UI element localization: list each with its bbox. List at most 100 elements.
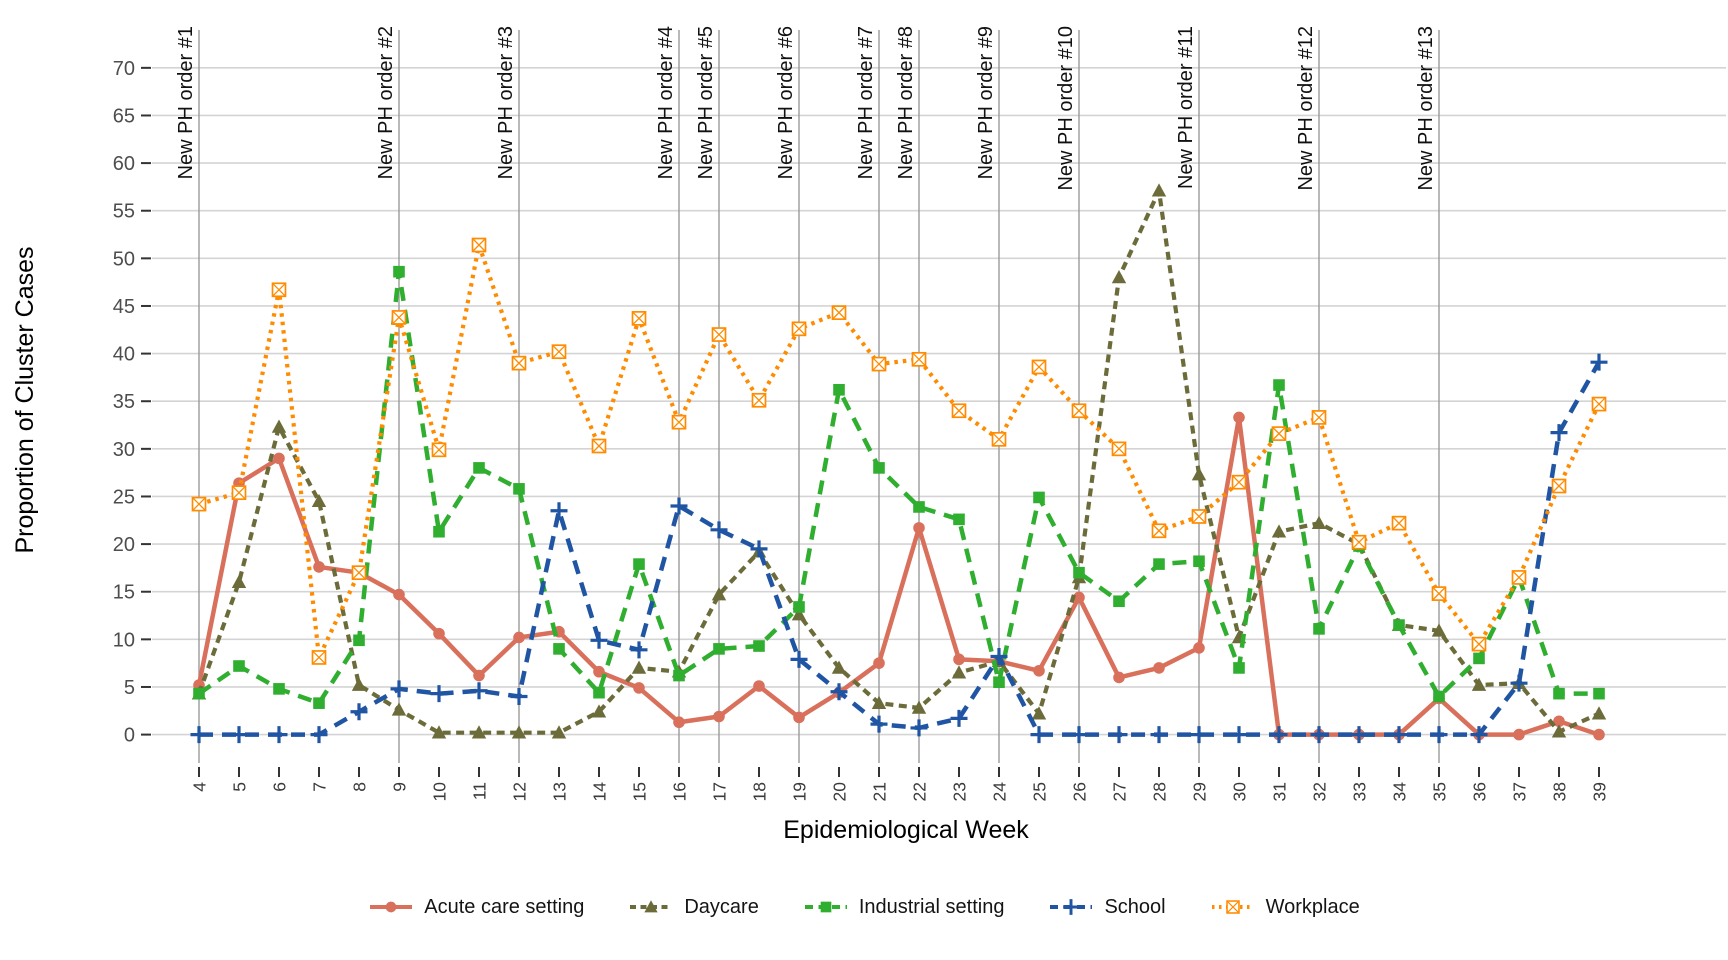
marker-acute-care-setting-w22 [913, 522, 925, 534]
marker-school-w32 [1310, 726, 1328, 744]
series-line-school [199, 361, 1601, 737]
marker-industrial-setting-w17 [713, 643, 725, 655]
x-tick-label-36: 36 [1470, 782, 1490, 801]
marker-acute-care-setting-w6 [273, 452, 285, 465]
y-tick-label-0: 0 [124, 725, 135, 747]
marker-school-w33 [1350, 726, 1368, 744]
legend-label-workplace: Workplace [1265, 895, 1360, 918]
marker-industrial-setting-w10 [433, 525, 445, 538]
legend-marker-acute-care-setting [385, 901, 397, 913]
marker-industrial-setting-w4 [193, 687, 205, 700]
marker-industrial-setting-w30 [1233, 662, 1245, 674]
marker-daycare-w32 [1311, 515, 1327, 529]
x-tick-label-37: 37 [1510, 782, 1530, 801]
x-tick-label-18: 18 [750, 782, 770, 801]
x-tick-label-29: 29 [1190, 782, 1210, 801]
marker-acute-care-setting-w37 [1513, 728, 1525, 741]
marker-acute-care-setting-w21 [873, 657, 885, 669]
marker-school-w31 [1270, 726, 1288, 744]
marker-school-w36 [1470, 726, 1488, 744]
marker-acute-care-setting-w28 [1153, 662, 1165, 674]
ph-order-label-7: New PH order #7 [855, 26, 877, 179]
y-tick-label-65: 65 [113, 105, 135, 127]
marker-school-w37 [1510, 674, 1528, 692]
marker-school-w7 [310, 726, 328, 744]
ph-order-label-11: New PH order #11 [1175, 26, 1197, 189]
marker-acute-care-setting-w19 [793, 711, 805, 724]
x-tick-label-15: 15 [630, 782, 650, 801]
marker-daycare-w36 [1471, 677, 1487, 691]
marker-workplace-w35 [1431, 586, 1447, 601]
y-tick-label-40: 40 [113, 344, 135, 366]
x-tick-label-38: 38 [1550, 782, 1570, 801]
marker-workplace-w14 [591, 438, 607, 454]
marker-acute-care-setting-w7 [313, 561, 325, 573]
marker-workplace-w10 [431, 442, 447, 458]
marker-daycare-w35 [1431, 623, 1447, 637]
marker-workplace-w6 [271, 282, 287, 298]
marker-industrial-setting-w24 [993, 676, 1005, 689]
marker-workplace-w33 [1351, 534, 1367, 550]
marker-daycare-w39 [1591, 706, 1607, 720]
ph-order-label-10: New PH order #10 [1055, 26, 1077, 191]
x-tick-label-30: 30 [1230, 782, 1250, 802]
marker-industrial-setting-w12 [513, 483, 525, 495]
marker-workplace-w38 [1551, 478, 1567, 494]
marker-acute-care-setting-w17 [713, 710, 725, 723]
marker-school-w26 [1070, 726, 1088, 744]
marker-daycare-w5 [231, 574, 247, 588]
marker-industrial-setting-w39 [1593, 687, 1605, 700]
x-tick-label-5: 5 [230, 782, 250, 792]
marker-industrial-setting-w26 [1073, 566, 1085, 579]
marker-industrial-setting-w31 [1273, 379, 1285, 391]
marker-school-w24 [990, 647, 1008, 665]
marker-school-w5 [230, 726, 248, 744]
marker-acute-care-setting-w23 [953, 653, 965, 666]
x-tick-label-22: 22 [910, 782, 930, 801]
ph-order-label-4: New PH order #4 [655, 26, 677, 179]
x-tick-label-31: 31 [1270, 782, 1290, 801]
marker-workplace-w12 [511, 355, 527, 371]
marker-workplace-w36 [1471, 636, 1487, 652]
x-tick-label-28: 28 [1150, 782, 1170, 801]
marker-workplace-w11 [471, 237, 487, 253]
marker-workplace-w21 [871, 356, 887, 372]
x-tick-label-23: 23 [950, 782, 970, 801]
y-tick-label-70: 70 [113, 58, 135, 80]
y-axis-title: Proportion of Cluster Cases [11, 246, 39, 553]
marker-acute-care-setting-w18 [753, 680, 765, 692]
marker-industrial-setting-w16 [673, 669, 685, 682]
marker-workplace-w13 [551, 344, 567, 360]
marker-industrial-setting-w14 [593, 686, 605, 699]
x-tick-label-32: 32 [1310, 782, 1330, 801]
x-axis-title: Epidemiological Week [783, 816, 1029, 844]
marker-daycare-w38 [1551, 724, 1567, 738]
legend-marker-industrial-setting [820, 901, 832, 913]
marker-workplace-w29 [1191, 509, 1207, 524]
marker-daycare-w23 [951, 665, 967, 679]
marker-industrial-setting-w15 [633, 558, 645, 570]
ph-order-label-6: New PH order #6 [775, 26, 797, 179]
legend-label-school: School [1104, 895, 1166, 918]
marker-school-w19 [790, 650, 808, 668]
marker-daycare-w7 [311, 493, 327, 508]
marker-industrial-setting-w18 [753, 640, 765, 652]
marker-workplace-w25 [1031, 359, 1047, 375]
marker-industrial-setting-w11 [473, 462, 485, 474]
marker-workplace-w30 [1231, 474, 1247, 490]
marker-workplace-w15 [631, 311, 647, 326]
x-tick-label-6: 6 [270, 782, 290, 792]
marker-workplace-w17 [711, 327, 727, 342]
marker-school-w27 [1110, 726, 1128, 744]
marker-school-w16 [670, 497, 688, 515]
marker-daycare-w17 [711, 587, 727, 601]
legend-marker-daycare [644, 900, 658, 913]
marker-daycare-w21 [871, 695, 887, 709]
series-school [190, 353, 1608, 744]
ph-order-label-3: New PH order #3 [495, 26, 517, 179]
marker-workplace-w4 [191, 496, 207, 512]
marker-daycare-w29 [1191, 467, 1207, 481]
legend-item-industrial-setting: Industrial setting [803, 895, 1004, 919]
legend-marker-workplace [1225, 900, 1240, 914]
